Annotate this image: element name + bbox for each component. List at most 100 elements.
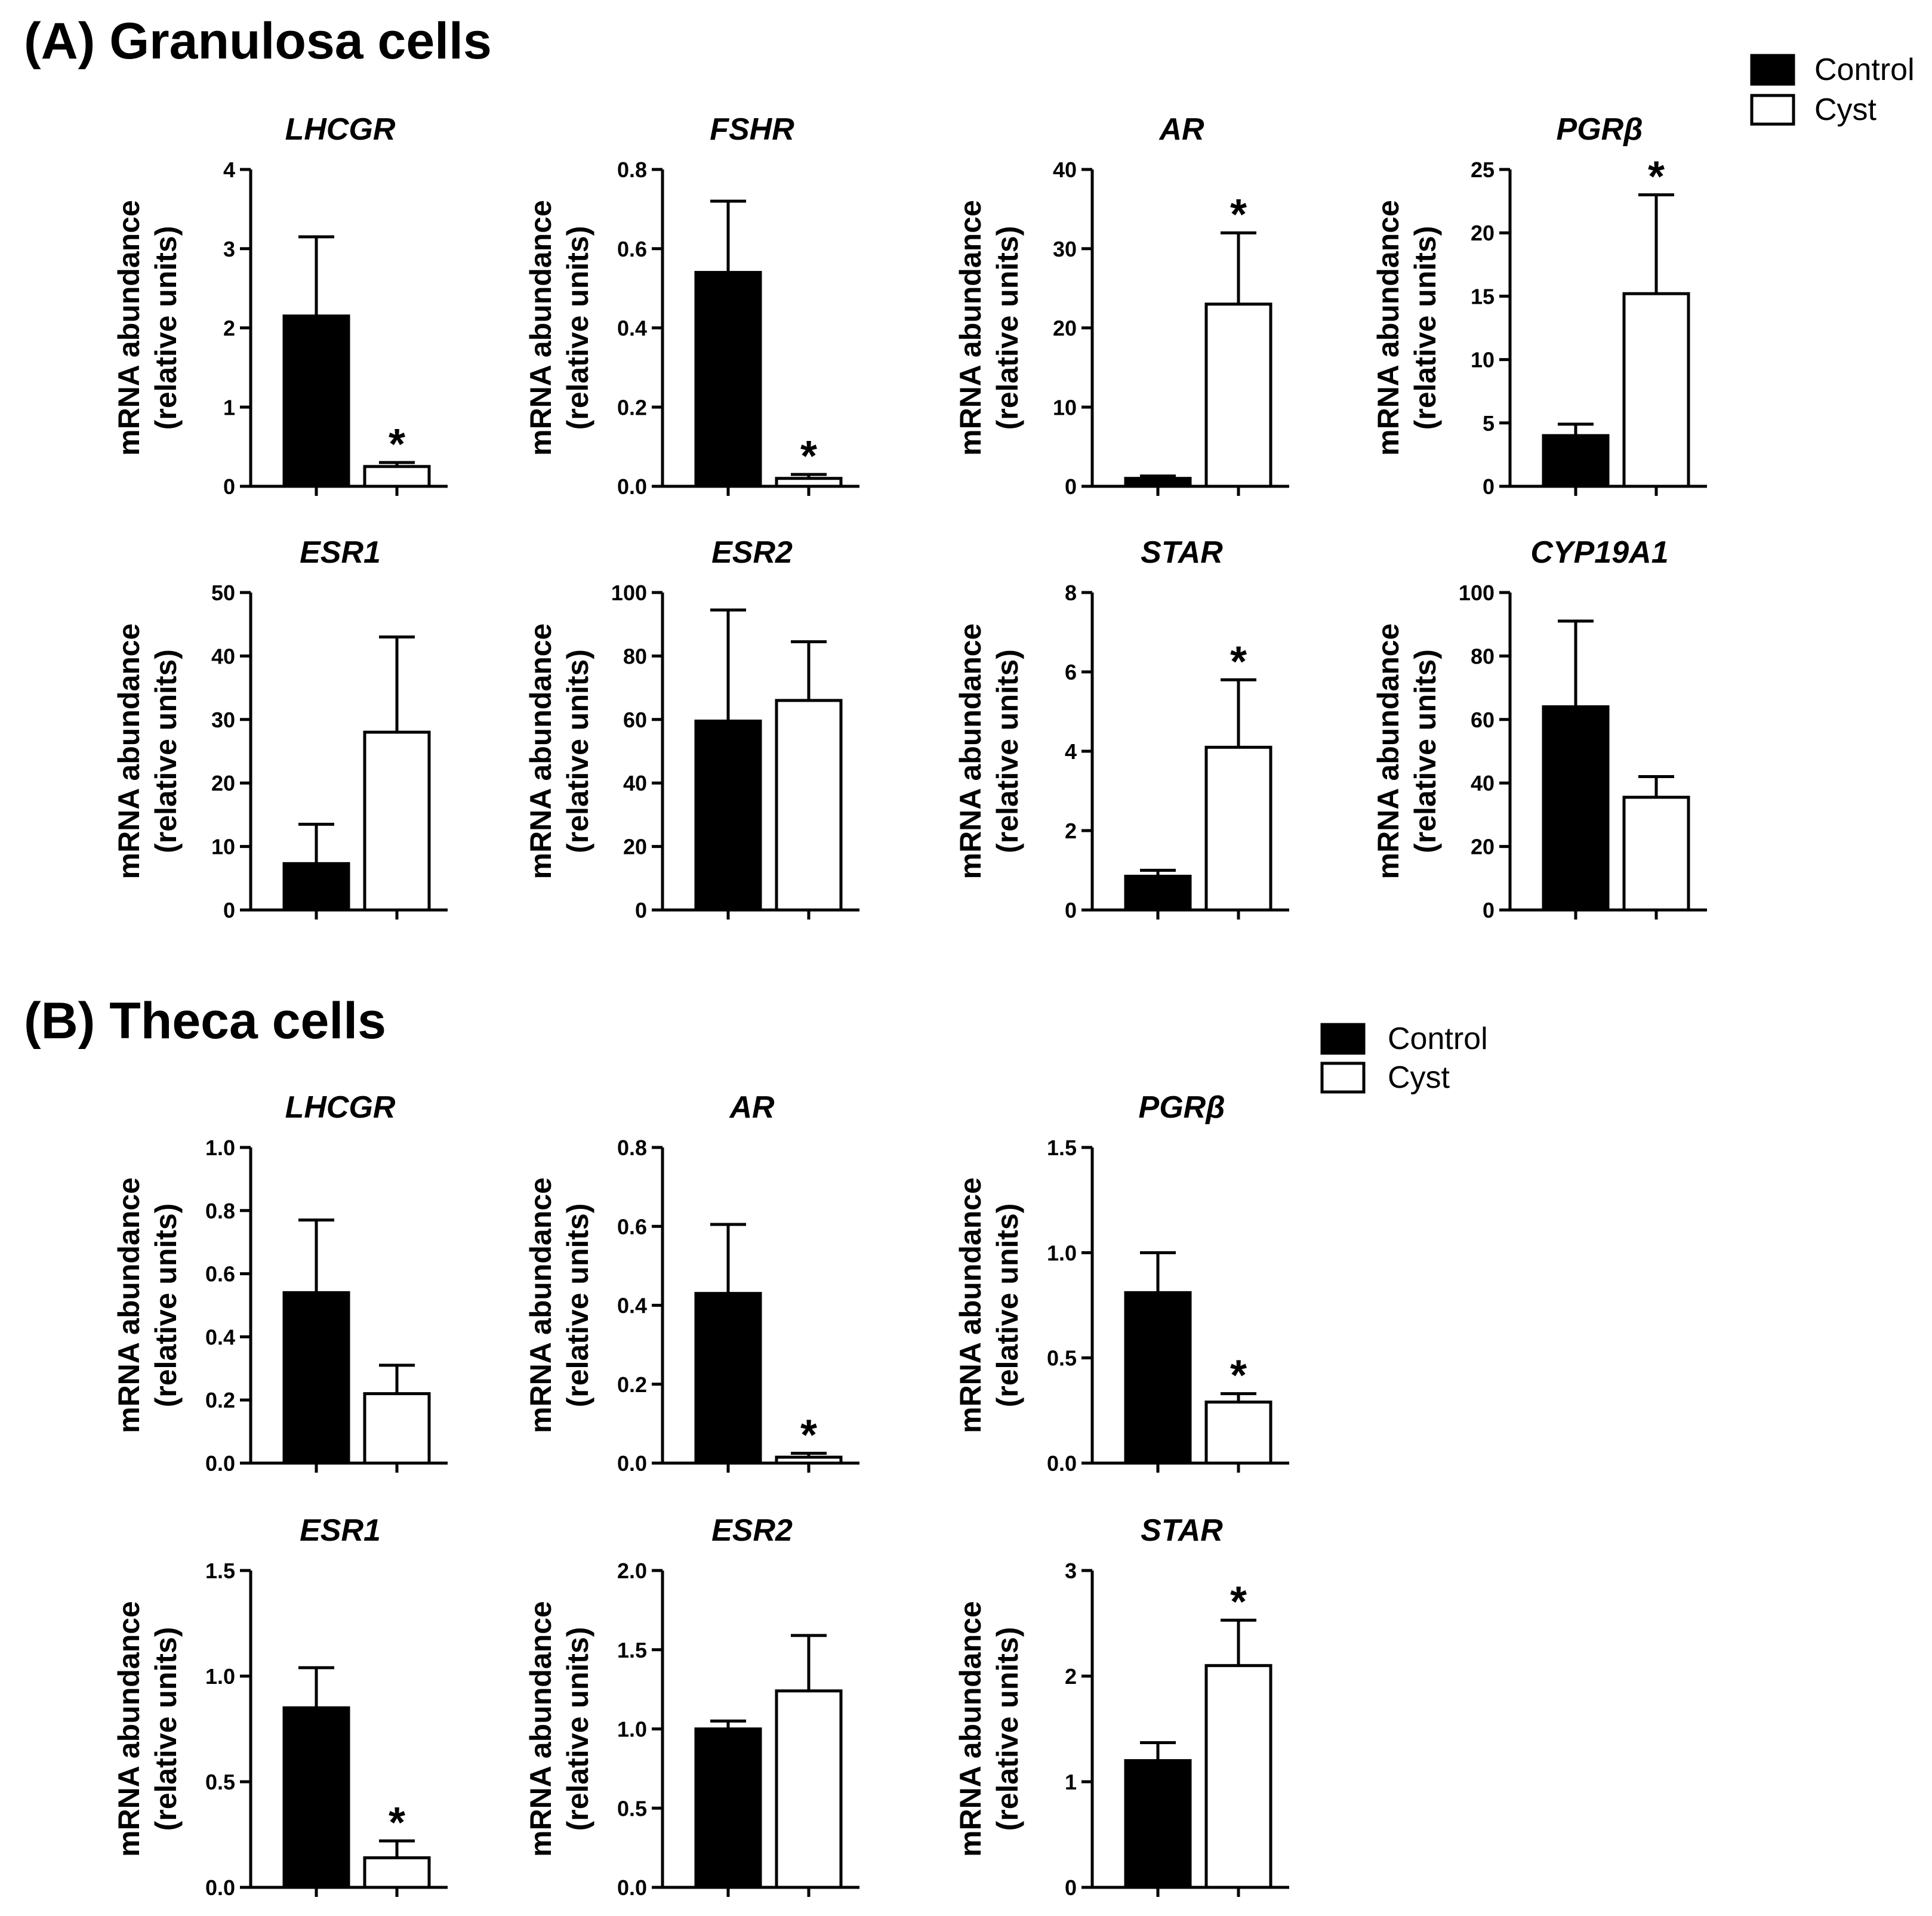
y-tick-label: 15 (1471, 284, 1495, 308)
y-axis-label-line: mRNA abundance (1372, 624, 1405, 880)
y-tick-label: 0.2 (617, 395, 647, 419)
y-axis-label-line: (relative units) (149, 226, 183, 430)
y-axis-label-line: mRNA abundance (112, 1177, 146, 1433)
bar-control (694, 271, 762, 488)
y-axis-label-line: (relative units) (991, 649, 1024, 853)
y-axis-label-line: mRNA abundance (524, 1601, 557, 1857)
y-axis-label-line: mRNA abundance (954, 1601, 987, 1857)
bar-control (1124, 1291, 1192, 1465)
chart-panel-theca-star: STAR mRNA abundance (relative units) 0 1 2 3 * (954, 1513, 1289, 1900)
chart-panel-granulosa-cyp19a1: CYP19A1 mRNA abundance (relative units) 0 20… (1372, 535, 1707, 922)
y-tick-label: 2.0 (617, 1559, 647, 1583)
chart-panel-granulosa-star: STAR mRNA abundance (relative units) 0 2 4 6 8 * (954, 535, 1289, 922)
legend-label-cyst: Cyst (1388, 1060, 1450, 1095)
y-axis-label: mRNA abundance (relative units) (1372, 624, 1442, 880)
y-tick-label: 40 (623, 771, 647, 795)
y-tick-label: 50 (211, 581, 235, 605)
y-tick-label: 0.0 (205, 1451, 235, 1476)
legend-swatch-cyst (1750, 94, 1795, 126)
bar-control (1542, 434, 1610, 488)
chart-panel-granulosa-ar: AR mRNA abundance (relative units) 0 10 20 30 4… (954, 112, 1289, 499)
y-tick-label: 1.5 (1047, 1136, 1077, 1160)
y-tick-label: 5 (1483, 411, 1495, 436)
chart-panel-theca-esr2: ESR2 mRNA abundance (relative units) 0.0 0.5… (524, 1513, 859, 1900)
chart-title: LHCGR (285, 112, 396, 147)
y-tick-label: 0.2 (205, 1388, 235, 1412)
bar-control (694, 1292, 762, 1465)
y-tick-label: 4 (1065, 739, 1077, 764)
y-tick-label: 0.0 (205, 1875, 235, 1900)
y-axis-label: mRNA abundance (relative units) (954, 1177, 1024, 1433)
y-axis-label-line: (relative units) (561, 226, 594, 430)
bar-control (282, 862, 350, 912)
bar-cyst (363, 1856, 431, 1889)
y-axis-label-line: (relative units) (149, 1204, 183, 1408)
y-tick-label: 0.8 (617, 1136, 647, 1160)
bar-cyst (363, 730, 431, 912)
y-tick-label: 1 (1065, 1770, 1077, 1794)
y-axis-label: mRNA abundance (relative units) (112, 200, 183, 456)
bar-control (694, 719, 762, 912)
y-axis-label: mRNA abundance (relative units) (524, 200, 594, 456)
legend-theca: Control Cyst (1320, 1022, 1488, 1095)
chart-title: STAR (1141, 1513, 1223, 1548)
y-axis-label: mRNA abundance (relative units) (1372, 200, 1442, 456)
y-tick-label: 0.5 (205, 1770, 235, 1794)
chart-panel-granulosa-lhcgr: LHCGR mRNA abundance (relative units) 0 1 2 3 4… (112, 112, 448, 499)
y-axis-label-line: mRNA abundance (524, 1177, 557, 1433)
section-title-theca: (B) Theca cells (24, 992, 386, 1050)
y-tick-label: 0.8 (205, 1199, 235, 1223)
bar-cyst (1204, 303, 1272, 488)
bar-cyst (1622, 795, 1690, 912)
significance-asterisk: * (1648, 153, 1665, 200)
y-tick-label: 0.0 (1047, 1451, 1077, 1476)
chart-title: ESR1 (300, 535, 381, 570)
y-axis-label-line: mRNA abundance (954, 200, 987, 456)
bar-cyst (1204, 1400, 1272, 1465)
y-tick-label: 1.0 (1047, 1241, 1077, 1265)
y-tick-label: 2 (1065, 1664, 1077, 1689)
y-axis-label: mRNA abundance (relative units) (112, 1177, 183, 1433)
y-tick-label: 80 (623, 644, 647, 668)
y-axis-label: mRNA abundance (relative units) (954, 624, 1024, 880)
significance-asterisk: * (1230, 1352, 1247, 1400)
y-tick-label: 1 (223, 395, 235, 419)
y-tick-label: 0.6 (617, 1214, 647, 1239)
significance-asterisk: * (800, 433, 817, 480)
chart-panel-theca-ar: AR mRNA abundance (relative units) 0.0 0.2 0.… (524, 1090, 859, 1476)
y-tick-label: 0.2 (617, 1372, 647, 1397)
y-tick-label: 0 (1483, 474, 1495, 499)
y-axis-label-line: (relative units) (991, 226, 1024, 430)
y-tick-label: 100 (1459, 581, 1495, 605)
y-tick-label: 1.0 (205, 1136, 235, 1160)
significance-asterisk: * (389, 421, 405, 468)
y-tick-label: 30 (1053, 237, 1077, 261)
y-axis-label: mRNA abundance (relative units) (112, 1601, 183, 1857)
y-tick-label: 0.0 (617, 1875, 647, 1900)
legend-granulosa: Control Cyst (1750, 53, 1915, 127)
bar-control (282, 1706, 350, 1889)
bar-cyst (363, 465, 431, 488)
chart-panel-theca-lhcgr: LHCGR mRNA abundance (relative units) 0.0 0.… (112, 1090, 448, 1476)
y-axis-label-line: (relative units) (1409, 649, 1442, 853)
significance-asterisk: * (1230, 1578, 1247, 1626)
significance-asterisk: * (389, 1799, 405, 1847)
chart-title: AR (1158, 112, 1204, 147)
bar-control (1124, 1759, 1192, 1889)
bar-control (1124, 874, 1192, 912)
chart-title: AR (728, 1090, 775, 1125)
y-tick-label: 20 (1471, 835, 1495, 859)
y-tick-label: 20 (1471, 221, 1495, 245)
bar-cyst (363, 1392, 431, 1465)
y-axis-label-line: (relative units) (561, 649, 594, 853)
bar-cyst (1622, 292, 1690, 488)
y-axis-label: mRNA abundance (relative units) (524, 1177, 594, 1433)
y-axis-label-line: (relative units) (561, 1204, 594, 1408)
y-tick-label: 40 (1471, 771, 1495, 795)
y-tick-label: 100 (611, 581, 647, 605)
y-axis-label-line: mRNA abundance (1372, 200, 1405, 456)
y-tick-label: 10 (211, 835, 235, 859)
chart-title: STAR (1141, 535, 1223, 570)
